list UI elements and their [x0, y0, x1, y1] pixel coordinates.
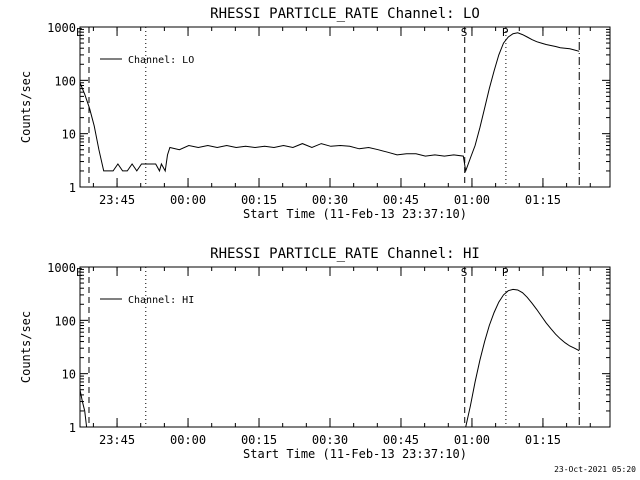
chart-title: RHESSI PARTICLE_RATE Channel: HI: [210, 246, 480, 262]
y-tick-label: 1000: [47, 21, 76, 35]
y-tick-label: 100: [54, 314, 76, 328]
x-tick-label: 00:30: [312, 193, 348, 207]
marker-label: P: [502, 266, 509, 279]
x-tick-label: 00:30: [312, 433, 348, 447]
x-tick-label: 00:45: [383, 433, 419, 447]
chart-panel-1: RHESSI PARTICLE_RATE Channel: LO 1 10 100 10…: [19, 6, 611, 221]
x-tick-label: 01:00: [454, 433, 490, 447]
x-tick-label: 01:15: [525, 433, 561, 447]
y-axis-label: Counts/sec: [19, 311, 33, 383]
y-tick-label: 1000: [47, 261, 76, 275]
x-tick-label: 01:15: [525, 193, 561, 207]
x-tick-label: 23:45: [99, 193, 135, 207]
chart-panel-2: RHESSI PARTICLE_RATE Channel: HI 1 10 100 10…: [19, 246, 611, 461]
y-tick-label: 10: [62, 368, 76, 382]
render-timestamp: 23-Oct-2021 05:20: [554, 465, 636, 474]
legend-label: Channel: HI: [128, 295, 194, 306]
chart-title: RHESSI PARTICLE_RATE Channel: LO: [210, 6, 480, 22]
series-line: [79, 288, 580, 428]
y-tick-label: 1: [69, 421, 76, 435]
x-tick-label: 23:45: [99, 433, 135, 447]
x-tick-label: 01:00: [454, 193, 490, 207]
x-tick-label: 00:15: [241, 433, 277, 447]
x-tick-label: 00:45: [383, 193, 419, 207]
plot-frame: [79, 26, 611, 188]
x-tick-label: 00:15: [241, 193, 277, 207]
marker-label: E: [76, 266, 83, 279]
marker-label: E: [76, 26, 83, 39]
marker-label: P: [502, 26, 509, 39]
x-tick-label: 00:00: [170, 193, 206, 207]
series-line: [79, 32, 580, 173]
y-tick-label: 100: [54, 74, 76, 88]
marker-label: S: [461, 266, 468, 279]
plot-frame: [79, 266, 611, 428]
x-tick-label: 00:00: [170, 433, 206, 447]
x-axis-label: Start Time (11-Feb-13 23:37:10): [243, 207, 467, 221]
x-axis-label: Start Time (11-Feb-13 23:37:10): [243, 447, 467, 461]
marker-label: S: [461, 26, 468, 39]
y-tick-label: 10: [62, 128, 76, 142]
y-axis-label: Counts/sec: [19, 71, 33, 143]
y-tick-label: 1: [69, 181, 76, 195]
legend-label: Channel: LO: [128, 55, 194, 66]
